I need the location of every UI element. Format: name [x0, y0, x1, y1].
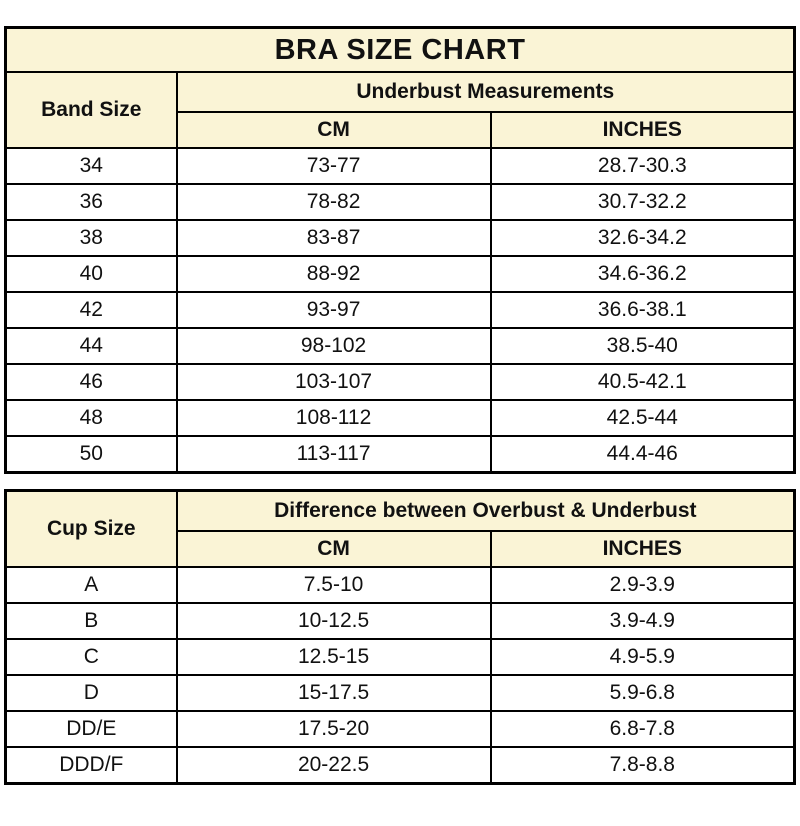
cm-value-cell: 73-77 [175, 147, 492, 185]
cm-value-cell: 17.5-20 [175, 710, 492, 748]
cm-value-cell: 108-112 [175, 399, 492, 437]
cup-size-cell: C [4, 638, 178, 676]
table-row: 50 113-117 44.4-46 [4, 435, 796, 474]
cm-value-cell: 78-82 [175, 183, 492, 221]
table-row: C 12.5-15 4.9-5.9 [4, 638, 796, 676]
table-row: 48 108-112 42.5-44 [4, 399, 796, 437]
inches-value-cell: 32.6-34.2 [489, 219, 796, 257]
inches-value-cell: 6.8-7.8 [489, 710, 796, 748]
inches-value-cell: 7.8-8.8 [489, 746, 796, 785]
cm-value-cell: 10-12.5 [175, 602, 492, 640]
cup-size-table: Cup Size Difference between Overbust & U… [4, 489, 796, 785]
table-row: DD/E 17.5-20 6.8-7.8 [4, 710, 796, 748]
table-spacer [4, 474, 796, 489]
cm-value-cell: 88-92 [175, 255, 492, 293]
cup-size-header: Cup Size [4, 489, 178, 568]
inches-value-cell: 28.7-30.3 [489, 147, 796, 185]
bra-size-chart: BRA SIZE CHART Band Size Underbust Measu… [4, 26, 796, 785]
band-size-cell: 48 [4, 399, 178, 437]
inches-value-cell: 4.9-5.9 [489, 638, 796, 676]
table-row: B 10-12.5 3.9-4.9 [4, 602, 796, 640]
inches-value-cell: 30.7-32.2 [489, 183, 796, 221]
underbust-measurements-header: Underbust Measurements [175, 71, 796, 113]
band-size-cell: 42 [4, 291, 178, 329]
cm-column-header: CM [175, 111, 492, 149]
cm-value-cell: 113-117 [175, 435, 492, 474]
cm-value-cell: 7.5-10 [175, 566, 492, 604]
cup-size-cell: DD/E [4, 710, 178, 748]
inches-value-cell: 36.6-38.1 [489, 291, 796, 329]
band-size-cell: 38 [4, 219, 178, 257]
inches-value-cell: 5.9-6.8 [489, 674, 796, 712]
cm-value-cell: 103-107 [175, 363, 492, 401]
table-row: 36 78-82 30.7-32.2 [4, 183, 796, 221]
table-row: D 15-17.5 5.9-6.8 [4, 674, 796, 712]
band-size-cell: 44 [4, 327, 178, 365]
cm-value-cell: 98-102 [175, 327, 492, 365]
table-row: 42 93-97 36.6-38.1 [4, 291, 796, 329]
table-row: 46 103-107 40.5-42.1 [4, 363, 796, 401]
inches-value-cell: 42.5-44 [489, 399, 796, 437]
cm-column-header: CM [175, 530, 492, 568]
difference-overbust-underbust-header: Difference between Overbust & Underbust [175, 489, 796, 532]
band-size-cell: 40 [4, 255, 178, 293]
inches-value-cell: 2.9-3.9 [489, 566, 796, 604]
inches-value-cell: 3.9-4.9 [489, 602, 796, 640]
cup-size-cell: DDD/F [4, 746, 178, 785]
band-size-cell: 46 [4, 363, 178, 401]
table-row: DDD/F 20-22.5 7.8-8.8 [4, 746, 796, 785]
table-row: 38 83-87 32.6-34.2 [4, 219, 796, 257]
band-size-cell: 34 [4, 147, 178, 185]
inches-column-header: INCHES [489, 111, 796, 149]
cm-value-cell: 15-17.5 [175, 674, 492, 712]
cm-value-cell: 20-22.5 [175, 746, 492, 785]
chart-title: BRA SIZE CHART [4, 26, 796, 73]
cm-value-cell: 83-87 [175, 219, 492, 257]
table-row: 44 98-102 38.5-40 [4, 327, 796, 365]
cm-value-cell: 93-97 [175, 291, 492, 329]
inches-column-header: INCHES [489, 530, 796, 568]
cup-size-cell: A [4, 566, 178, 604]
inches-value-cell: 38.5-40 [489, 327, 796, 365]
inches-value-cell: 40.5-42.1 [489, 363, 796, 401]
table-row: 40 88-92 34.6-36.2 [4, 255, 796, 293]
table-row: A 7.5-10 2.9-3.9 [4, 566, 796, 604]
table-row: 34 73-77 28.7-30.3 [4, 147, 796, 185]
inches-value-cell: 34.6-36.2 [489, 255, 796, 293]
cup-size-cell: D [4, 674, 178, 712]
inches-value-cell: 44.4-46 [489, 435, 796, 474]
band-size-table: BRA SIZE CHART Band Size Underbust Measu… [4, 26, 796, 474]
band-size-cell: 50 [4, 435, 178, 474]
band-size-cell: 36 [4, 183, 178, 221]
cm-value-cell: 12.5-15 [175, 638, 492, 676]
band-size-header: Band Size [4, 71, 178, 149]
cup-size-cell: B [4, 602, 178, 640]
